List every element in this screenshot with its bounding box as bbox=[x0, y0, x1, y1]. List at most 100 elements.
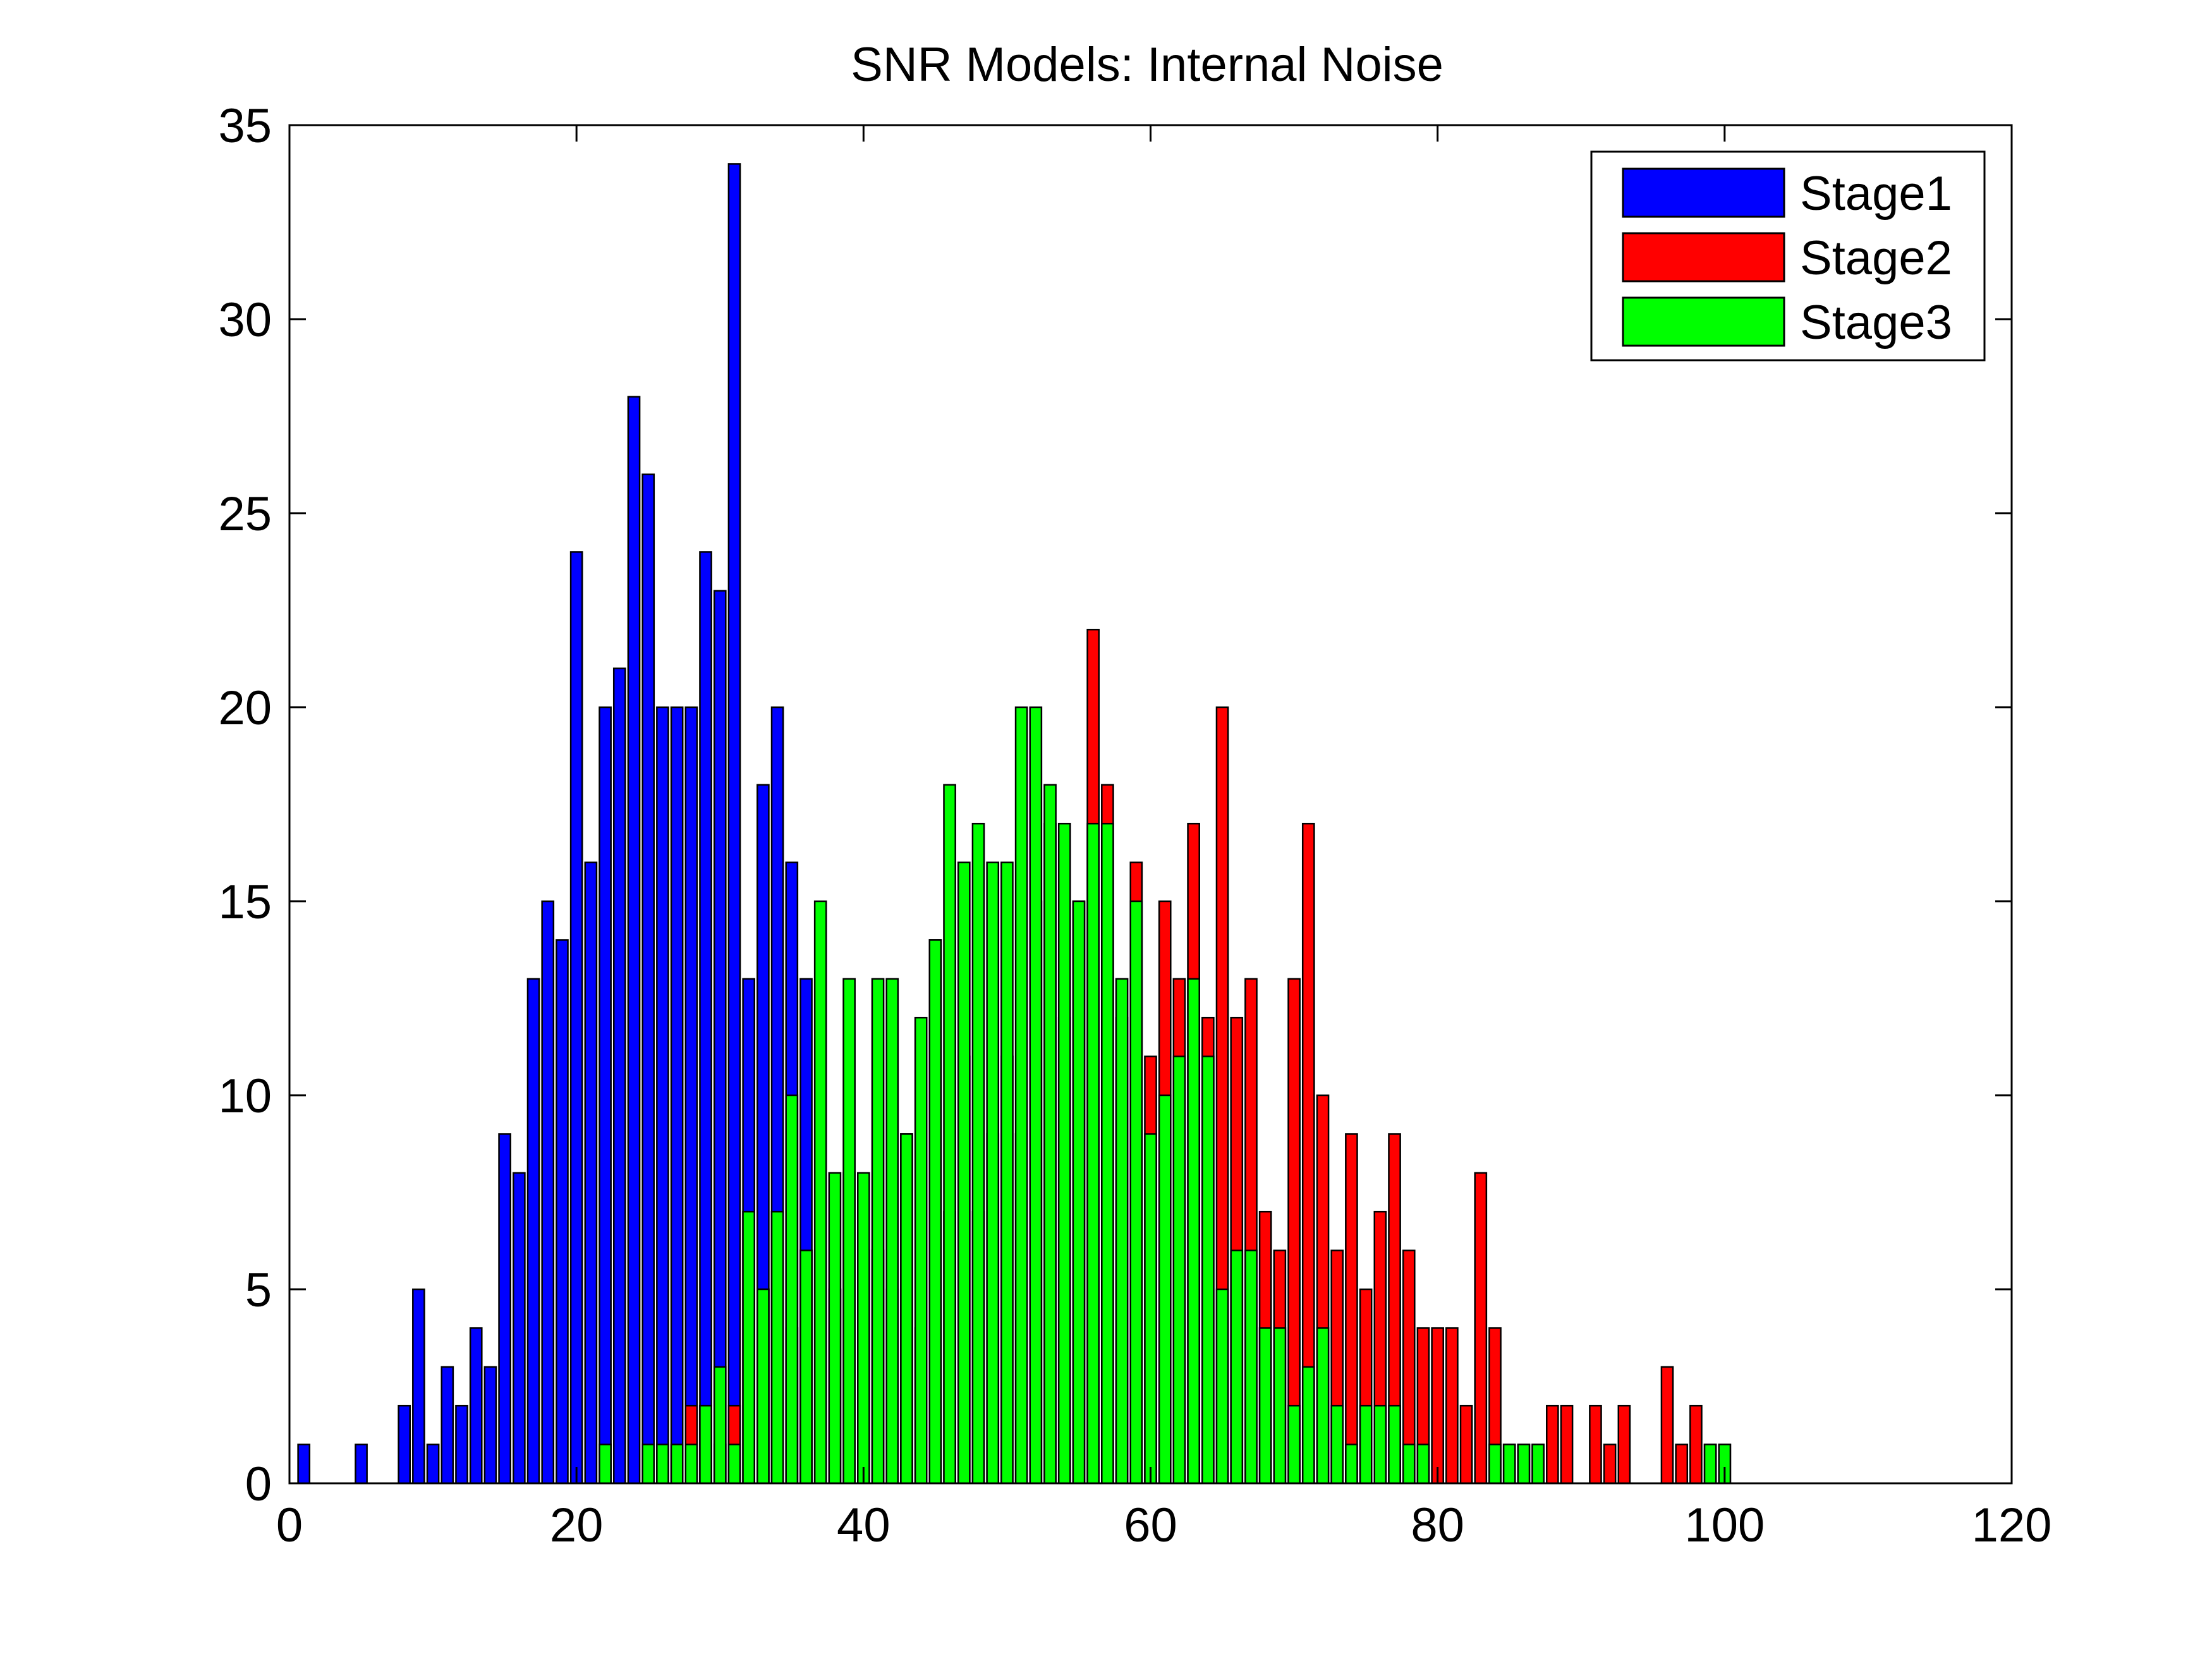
bar-stage3 bbox=[1187, 978, 1200, 1485]
legend-label-stage1: Stage1 bbox=[1800, 167, 1952, 221]
bar-stage3 bbox=[1014, 706, 1028, 1485]
bar-stage2 bbox=[1546, 1404, 1559, 1485]
bar-stage3 bbox=[1402, 1443, 1416, 1485]
bar-stage3 bbox=[799, 1249, 813, 1485]
bar-stage2 bbox=[1589, 1404, 1602, 1485]
bar-stage3 bbox=[943, 784, 956, 1485]
bar-stage1 bbox=[297, 1443, 311, 1485]
bar-stage1 bbox=[426, 1443, 440, 1485]
bar-stage1 bbox=[641, 473, 655, 1485]
bar-stage1 bbox=[556, 939, 569, 1485]
bar-stage3 bbox=[1158, 1094, 1172, 1485]
bar-stage1 bbox=[355, 1443, 368, 1485]
bar-stage3 bbox=[1201, 1055, 1215, 1485]
bar-stage2 bbox=[1445, 1327, 1459, 1485]
bar-stage1 bbox=[684, 706, 698, 1485]
bar-stage3 bbox=[1258, 1327, 1272, 1485]
bar-stage1 bbox=[612, 667, 626, 1485]
bar-stage2 bbox=[1560, 1404, 1574, 1485]
bar-stage3 bbox=[770, 1210, 784, 1485]
bar-stage1 bbox=[412, 1288, 425, 1485]
bar-stage3 bbox=[1273, 1327, 1287, 1485]
bar-stage3 bbox=[1129, 900, 1143, 1485]
bar-stage3 bbox=[1072, 900, 1086, 1485]
bar-stage3 bbox=[757, 1288, 770, 1485]
bar-stage1 bbox=[656, 706, 669, 1485]
bar-stage3 bbox=[699, 1404, 712, 1485]
bar-stage3 bbox=[842, 978, 856, 1485]
x-tick-label: 0 bbox=[276, 1498, 303, 1552]
y-tick-label: 15 bbox=[218, 875, 272, 929]
bar-stage3 bbox=[813, 900, 827, 1485]
bar-stage3 bbox=[684, 1443, 698, 1485]
bar-stage3 bbox=[1043, 784, 1057, 1485]
bar-stage3 bbox=[641, 1443, 655, 1485]
bar-stage3 bbox=[1086, 822, 1100, 1485]
bar-stage1 bbox=[599, 706, 612, 1485]
bar-stage3 bbox=[1287, 1404, 1301, 1485]
bar-stage3 bbox=[828, 1172, 842, 1485]
bar-stage2 bbox=[1474, 1172, 1488, 1485]
bar-stage3 bbox=[1230, 1249, 1244, 1485]
bar-stage3 bbox=[971, 822, 985, 1485]
bar-stage1 bbox=[469, 1327, 483, 1485]
bar-stage3 bbox=[1502, 1443, 1516, 1485]
x-tick-label: 20 bbox=[550, 1498, 604, 1552]
bar-stage3 bbox=[900, 1133, 913, 1485]
bar-stage3 bbox=[1388, 1404, 1401, 1485]
bar-stage3 bbox=[1373, 1404, 1387, 1485]
bar-stage3 bbox=[1301, 1366, 1315, 1485]
bar-stage3 bbox=[742, 1210, 755, 1485]
bar-stage1 bbox=[455, 1404, 468, 1485]
axes-layer: 0 20 40 60 80 100 120 0 5 10 15 20 25 30 35 bbox=[218, 99, 2051, 1552]
bar-stage3 bbox=[1215, 1288, 1229, 1485]
bar-stage3 bbox=[1115, 978, 1129, 1485]
bar-stage1 bbox=[398, 1404, 411, 1485]
bar-stage1 bbox=[699, 551, 712, 1485]
bar-stage3 bbox=[1531, 1443, 1545, 1485]
bar-stage1 bbox=[526, 978, 540, 1485]
x-tick-label: 60 bbox=[1124, 1498, 1177, 1552]
bar-stage1 bbox=[513, 1172, 526, 1485]
bar-stage2 bbox=[1689, 1404, 1703, 1485]
bar-stage3 bbox=[1172, 1055, 1186, 1485]
x-tick-label: 40 bbox=[837, 1498, 890, 1552]
bar-stage3 bbox=[1345, 1443, 1358, 1485]
bar-stage2 bbox=[1345, 1133, 1358, 1485]
bar-stage3 bbox=[857, 1172, 870, 1485]
bar-stage3 bbox=[785, 1094, 799, 1485]
bar-stage3 bbox=[1101, 822, 1114, 1485]
y-tick-label: 20 bbox=[218, 681, 272, 735]
bar-stage3 bbox=[1316, 1327, 1330, 1485]
x-tick-label: 80 bbox=[1411, 1498, 1464, 1552]
legend-swatch-stage2 bbox=[1622, 232, 1785, 283]
bar-stage3 bbox=[656, 1443, 669, 1485]
bar-stage1 bbox=[727, 163, 741, 1485]
bar-stage3 bbox=[1488, 1443, 1502, 1485]
chart-title: SNR Models: Internal Noise bbox=[851, 38, 1443, 92]
bar-stage3 bbox=[885, 978, 899, 1485]
bar-stage1 bbox=[483, 1366, 497, 1485]
bar-stage3 bbox=[599, 1443, 612, 1485]
legend-swatch-stage1 bbox=[1622, 167, 1785, 218]
bar-stage3 bbox=[1359, 1404, 1373, 1485]
bar-stage1 bbox=[541, 900, 555, 1485]
bar-stage3 bbox=[957, 861, 971, 1485]
bar-stage1 bbox=[584, 861, 598, 1485]
bar-stage2 bbox=[1431, 1327, 1445, 1485]
bar-stage2 bbox=[1603, 1443, 1617, 1485]
x-tick-label: 100 bbox=[1684, 1498, 1765, 1552]
x-tick-label: 120 bbox=[1972, 1498, 2052, 1552]
bar-stage2 bbox=[1660, 1366, 1674, 1485]
legend-label-stage3: Stage3 bbox=[1800, 296, 1952, 349]
legend: Stage1 Stage2 Stage3 bbox=[1590, 150, 1986, 362]
bar-stage2 bbox=[1675, 1443, 1689, 1485]
bar-stage3 bbox=[914, 1016, 928, 1485]
y-tick-label: 5 bbox=[245, 1263, 272, 1317]
bar-stage3 bbox=[727, 1443, 741, 1485]
bar-stage3 bbox=[1029, 706, 1043, 1485]
legend-swatch-stage3 bbox=[1622, 296, 1785, 347]
y-tick-label: 0 bbox=[245, 1457, 272, 1511]
y-tick-label: 35 bbox=[218, 99, 272, 153]
